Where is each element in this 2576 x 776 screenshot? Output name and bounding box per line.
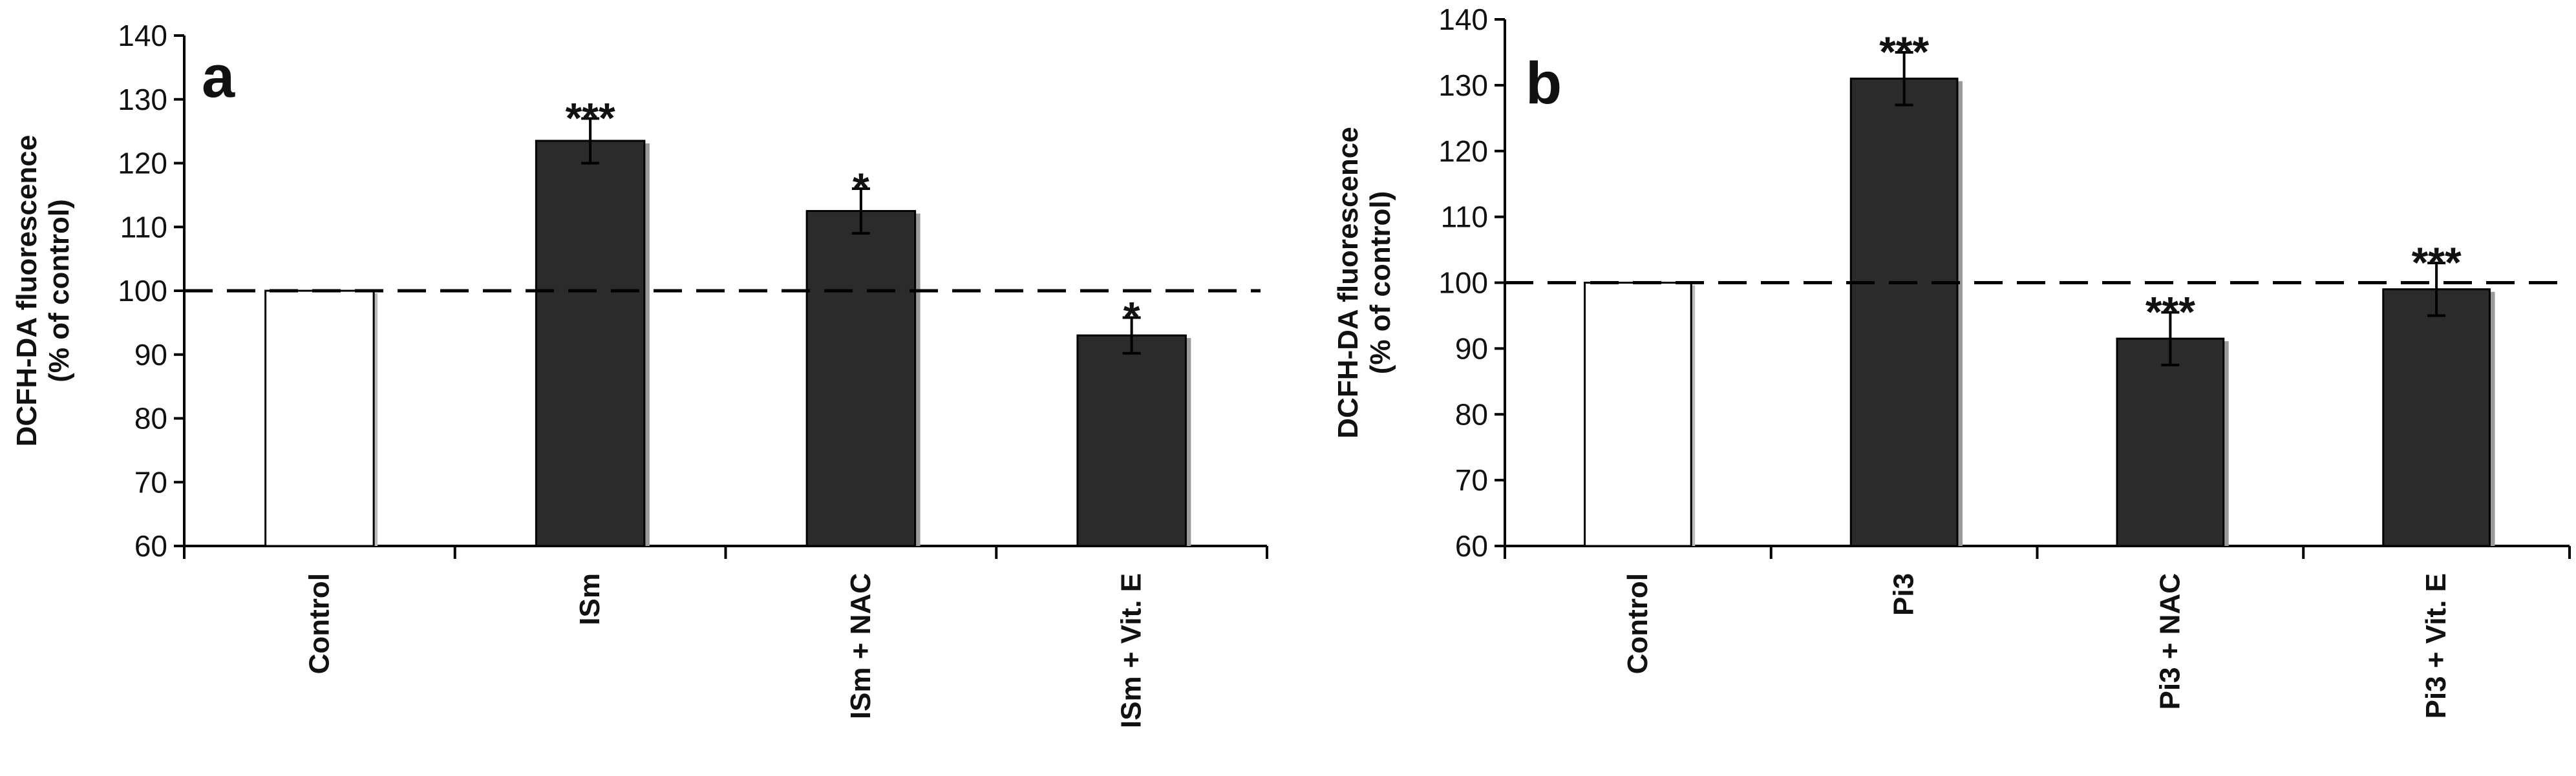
y-tick-label: 130 [1438, 68, 1488, 102]
y-tick-label: 60 [134, 529, 167, 563]
panel-letter: b [1526, 50, 1562, 116]
y-axis-title-line: (% of control) [43, 199, 75, 383]
category-label: Pi3 + NAC [2154, 573, 2186, 710]
y-tick-label: 70 [134, 465, 167, 499]
category-label: ISm [574, 573, 606, 625]
bar-pi3-nac [2116, 337, 2225, 547]
y-axis-title-line: (% of control) [1365, 191, 1396, 375]
y-tick-label: 110 [1441, 200, 1488, 234]
bar-pi3 [1849, 78, 1959, 547]
significance-label: *** [2412, 238, 2462, 286]
y-tick-label: 80 [134, 402, 167, 435]
category-label: Control [1622, 573, 1654, 674]
significance-label: *** [566, 94, 615, 142]
category-label: Pi3 + Vit. E [2420, 573, 2452, 718]
y-tick-label: 130 [118, 83, 167, 116]
y-axis-title-line: DCFH-DA fluorescence [1332, 127, 1364, 438]
y-tick-label: 110 [120, 210, 167, 244]
bar-ism-vit-e [1076, 334, 1187, 547]
bar-pi3-vit-e [2382, 288, 2491, 547]
y-tick-label: 90 [1455, 331, 1488, 365]
category-label: ISm + NAC [845, 573, 877, 719]
category-label: Control [303, 573, 335, 674]
chart-panel-b: 60 70 80 90 100 110 120 130 140 Control *** Pi3 *** P… [1332, 3, 2571, 718]
chart-panel-a: 60 70 80 90 100 110 120 130 140 Control *** ISm * ISm… [11, 19, 1268, 728]
y-tick-label: 60 [1455, 529, 1488, 563]
y-tick-label: 120 [1438, 134, 1488, 168]
category-label: ISm + Vit. E [1116, 573, 1147, 728]
significance-label: *** [2145, 288, 2195, 335]
y-tick-label: 140 [1438, 3, 1488, 36]
bar-control [1584, 282, 1692, 547]
significance-label: *** [1879, 28, 1929, 76]
significance-label: * [853, 164, 869, 212]
category-label: Pi3 [1888, 573, 1920, 616]
y-axis-title-line: DCFH-DA fluorescence [11, 135, 43, 446]
y-tick-label: 80 [1455, 397, 1488, 431]
y-tick-label: 140 [118, 19, 167, 52]
y-tick-label: 70 [1455, 463, 1488, 497]
bar-ism [535, 140, 646, 547]
y-tick-label: 100 [118, 274, 167, 308]
bar-ism-nac [805, 210, 917, 547]
significance-label: * [1123, 293, 1140, 341]
y-tick-label: 120 [118, 147, 167, 180]
bar-control [264, 289, 375, 547]
y-tick-label: 90 [134, 338, 167, 372]
y-tick-label: 100 [1438, 266, 1488, 300]
panel-letter: a [202, 44, 235, 110]
